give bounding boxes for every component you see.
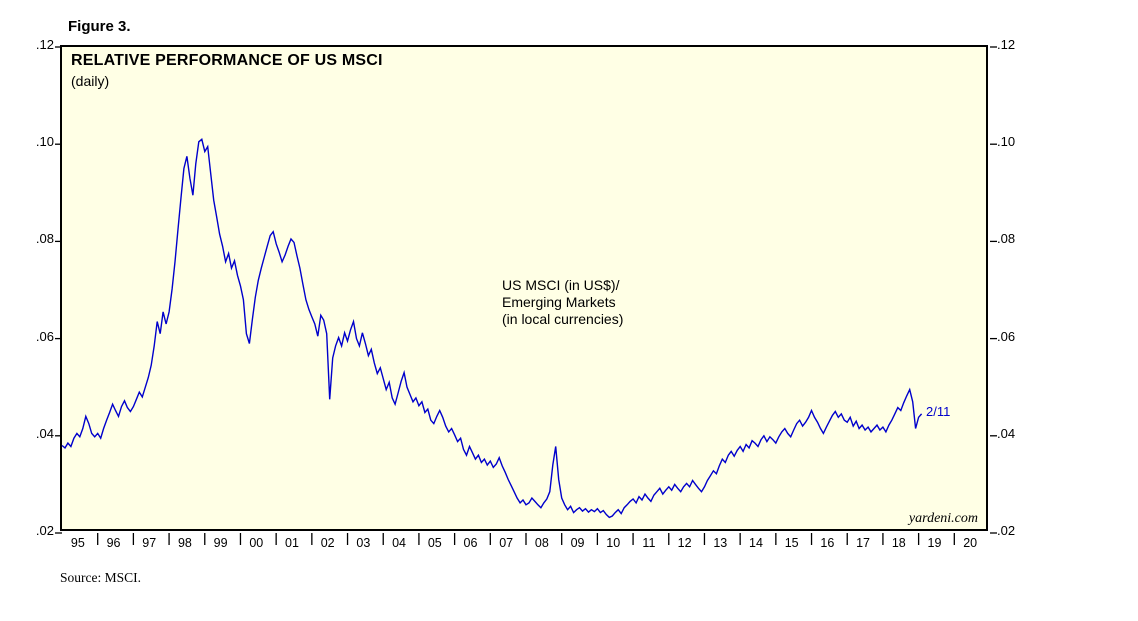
chart-subtitle: (daily) [71, 73, 110, 89]
x-tick-label: 17 [856, 536, 871, 550]
x-tick-label: 02 [320, 536, 335, 550]
source-note: Source: MSCI. [60, 570, 141, 585]
x-tick-label: 06 [463, 536, 478, 550]
x-tick-label: 14 [749, 536, 763, 550]
y-tick-label: .02 [35, 523, 54, 538]
x-tick-label: 96 [106, 536, 121, 550]
y-tick-label: .04 [35, 425, 54, 441]
x-tick-label: 99 [213, 536, 228, 550]
y-tick-label: .10 [35, 134, 54, 150]
series-label: US MSCI (in US$)/ Emerging Markets (in l… [502, 277, 623, 328]
y-tick-label: .06 [997, 328, 1016, 344]
x-tick-label: 07 [499, 536, 514, 550]
chart-plot-area: RELATIVE PERFORMANCE OF US MSCI (daily) … [55, 45, 997, 545]
x-tick-label: 01 [285, 536, 299, 550]
y-tick-label: .04 [997, 425, 1016, 441]
x-tick-label: 13 [713, 536, 728, 550]
x-tick-label: 11 [642, 536, 656, 550]
x-tick-label: 18 [891, 536, 906, 550]
chart-plot-inner: RELATIVE PERFORMANCE OF US MSCI (daily) … [55, 46, 997, 545]
x-axis-labels: 95 96 97 98 99 00 01 02 03 04 05 06 07 08 09 10 11 12 13 14… [60, 536, 988, 552]
x-tick-label: 08 [534, 536, 549, 550]
y-tick-label: .02 [997, 523, 1016, 538]
y-tick-label: .06 [35, 328, 54, 344]
x-tick-label: 03 [356, 536, 371, 550]
x-tick-label: 09 [570, 536, 585, 550]
figure-label: Figure 3. [68, 18, 131, 35]
line-series-svg [55, 46, 997, 545]
y-tick-label: .10 [997, 134, 1016, 150]
x-tick-label: 19 [927, 536, 942, 550]
x-tick-label: 98 [177, 536, 192, 550]
x-tick-label: 95 [70, 536, 85, 550]
y-tick-label: .08 [35, 231, 54, 247]
x-tick-label: 00 [249, 536, 264, 550]
y-tick-label: .12 [35, 37, 54, 52]
x-tick-label: 16 [820, 536, 835, 550]
x-tick-label: 04 [392, 536, 407, 550]
y-tick-label: .08 [997, 231, 1016, 247]
y-tick-label: .12 [997, 37, 1016, 52]
latest-date-annotation: 2/11 [926, 404, 951, 419]
x-tick-label: 12 [677, 536, 692, 550]
x-tick-label: 20 [963, 536, 978, 550]
series-label-line-2: Emerging Markets [502, 294, 616, 310]
x-tick-label: 97 [142, 536, 157, 550]
yardeni-watermark: yardeni.com [908, 511, 978, 526]
x-tick-label: 05 [427, 536, 442, 550]
data-line [61, 138, 923, 519]
series-label-line-1: US MSCI (in US$)/ [502, 277, 620, 293]
chart-title: RELATIVE PERFORMANCE OF US MSCI [71, 52, 383, 69]
x-tick-label: 15 [784, 536, 799, 550]
x-tick-label: 10 [606, 536, 621, 550]
series-label-line-3: (in local currencies) [502, 311, 624, 327]
